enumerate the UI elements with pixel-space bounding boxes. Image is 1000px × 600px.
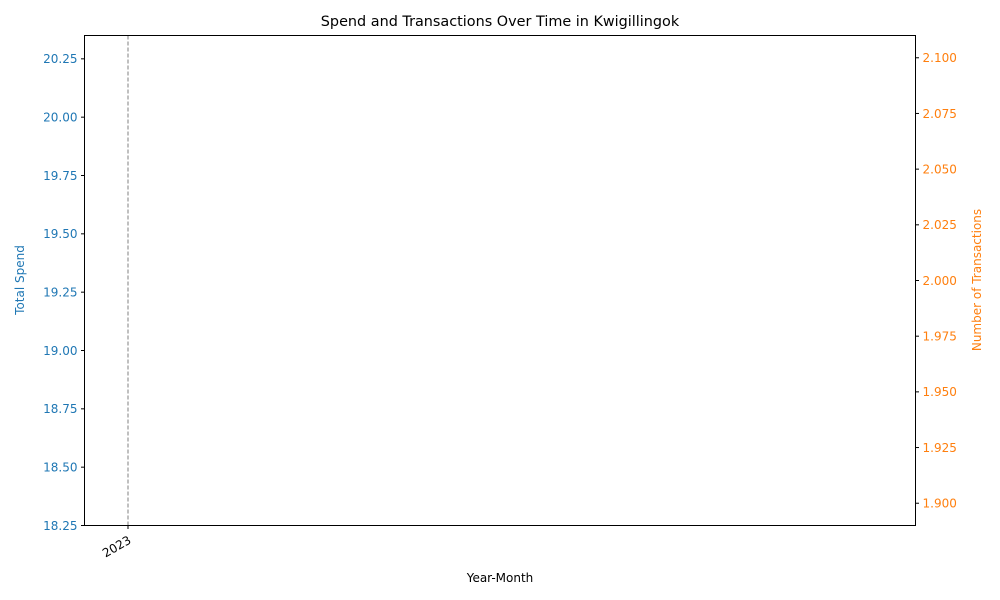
left-tick-label: 19.25 xyxy=(43,285,77,299)
right-tick-label: 2.050 xyxy=(923,162,957,176)
right-tick-label: 2.075 xyxy=(923,107,957,121)
right-tick-label: 1.950 xyxy=(923,385,957,399)
left-tick-label: 18.75 xyxy=(43,402,77,416)
left-tick-label: 19.00 xyxy=(43,344,77,358)
right-tick-label: 1.900 xyxy=(923,497,957,511)
right-axis-ticks: 1.900 1.925 1.950 1.975 2.000 2.025 2.050 2.075… xyxy=(915,51,957,511)
left-axis-ticks: 18.25 18.50 18.75 19.00 19.25 19.50 19.75 20.00… xyxy=(43,52,85,533)
right-axis-label: Number of Transactions xyxy=(970,209,984,351)
x-axis-label: Year-Month xyxy=(466,571,534,585)
left-tick-label: 18.25 xyxy=(43,519,77,533)
right-tick-label: 2.025 xyxy=(923,218,957,232)
left-tick-label: 20.00 xyxy=(43,110,77,124)
left-tick-label: 19.50 xyxy=(43,227,77,241)
right-tick-label: 1.975 xyxy=(923,329,957,343)
right-tick-label: 2.100 xyxy=(923,51,957,65)
left-tick-label: 20.25 xyxy=(43,52,77,66)
left-axis-label: Total Spend xyxy=(13,245,27,316)
left-tick-label: 19.75 xyxy=(43,169,77,183)
chart-title: Spend and Transactions Over Time in Kwig… xyxy=(321,14,680,30)
left-tick-label: 18.50 xyxy=(43,460,77,474)
right-tick-label: 1.925 xyxy=(923,441,957,455)
right-tick-label: 2.000 xyxy=(923,274,957,288)
